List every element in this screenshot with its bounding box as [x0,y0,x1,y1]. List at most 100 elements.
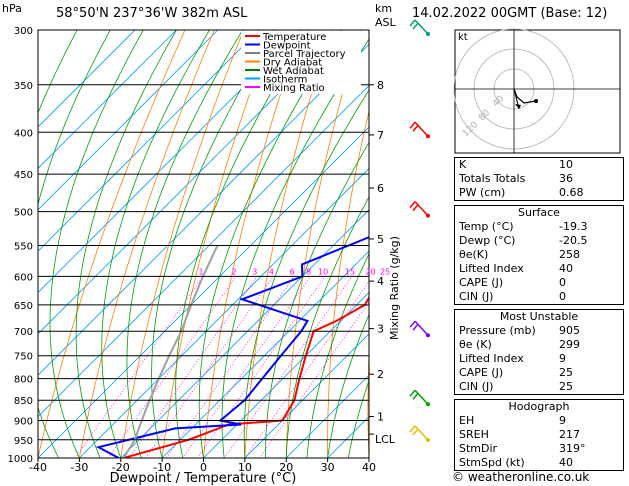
legend-label: Isotherm [263,75,307,86]
index-value: 0.68 [559,186,584,199]
mixing-ratio-tick-label: 20 [366,267,376,276]
index-row: Totals Totals 36 [455,172,623,186]
pressure-tick-label: 350 [14,81,33,92]
wind-barb [409,201,430,218]
dry-adiabat-line [161,30,274,458]
surface-row: Temp (°C) -19.3 [455,220,623,234]
x-axis-label: Dewpoint / Temperature (°C) [110,471,297,486]
pressure-tick-label: 550 [14,241,33,252]
wind-barb-flag [409,121,416,129]
mixing-ratio-line [165,276,295,458]
stats-table: K 10 Totals Totals 36 PW (cm) 0.68 Surface Te… [454,157,624,475]
unstable-value: 25 [559,380,573,393]
legend-label: Temperature [262,32,326,43]
surface-row: Dewp (°C) -20.5 [455,234,623,248]
wet-adiabat-line [151,30,277,458]
surface-label: CIN (J) [459,290,494,303]
wind-barb-flag [412,204,419,212]
isotherm-line [38,30,260,252]
mixing-ratio-line [128,276,258,458]
wet-adiabat-line [38,30,111,458]
x-tick-label: 10 [238,461,252,474]
index-value: 36 [559,172,573,185]
pressure-tick-label: 900 [14,417,33,428]
isotherm-line [285,374,369,458]
wind-barb-shaft [414,320,429,336]
isotherm-line [38,30,219,211]
unstable-label: Lifted Index [459,352,524,365]
wind-barb-dot [426,134,430,139]
wind-barb-shaft [414,121,429,137]
mixing-ratio-tick-label: 1 [198,267,203,276]
hodo-row: StmSpd (kt) 40 [455,456,623,470]
isotherm-line [38,30,177,169]
mixing-ratio-tick-label: 10 [318,267,328,276]
mixing-ratio-line [145,276,274,458]
wind-barb-flag [412,392,419,400]
index-label: Totals Totals [459,172,526,185]
dry-adiabat-line [407,30,449,458]
indices-box: K 10 Totals Totals 36 PW (cm) 0.68 [454,157,624,201]
mixing-ratio-line [244,280,369,458]
legend-label: Dry Adiabat [263,58,322,69]
wind-barb-flag [409,389,416,397]
wind-barb-flag [409,19,416,27]
series-parcel-trajectory [122,245,219,458]
surface-row: θe(K) 258 [455,248,623,262]
wind-barb-flag [409,320,416,328]
km-tick-label: 3 [377,323,384,336]
isotherm-line [38,30,136,128]
isotherm-line [244,333,369,458]
lcl-label: LCL [375,433,396,446]
km-tick-label: 5 [377,233,384,246]
mixing-ratio-line [223,276,353,458]
mixing-ratio-tick-label: 8 [306,267,311,276]
wind-barb-shaft [414,19,429,35]
x-tick-label: 40 [362,461,376,474]
x-tick-label: 0 [200,461,207,474]
surface-label: θe(K) [459,248,489,261]
mixing-ratio-tick-label: 15 [345,267,355,276]
unstable-value: 905 [559,324,580,337]
wet-adiabat-line [75,30,177,458]
pressure-tick-label: 850 [14,396,33,407]
x-tick-label: -30 [70,461,88,474]
isotherm-line [79,167,369,458]
x-tick-label: -10 [153,461,171,474]
index-label: PW (cm) [459,186,506,199]
surface-label: Dewp (°C) [459,234,516,247]
wind-barb [409,320,430,338]
unstable-label: CIN (J) [459,380,494,393]
date-title: 14.02.2022 00GMT (Base: 12) [412,6,608,21]
x-tick-label: 30 [321,461,335,474]
wind-barb-flag [409,201,416,209]
wind-barbs [409,19,430,443]
unstable-label: CAPE (J) [459,366,504,379]
km-tick-label: 1 [377,411,384,424]
mixing-ratio-line [108,276,237,458]
mixing-ratio-tick-label: 25 [380,267,390,276]
wind-barb-shaft [414,201,429,217]
storm-motion-arrowhead [515,104,521,109]
unstable-value: 9 [559,352,566,365]
legend-label: Wet Adiabat [263,66,324,77]
surface-label: Lifted Index [459,262,524,275]
pressure-tick-label: 950 [14,436,33,447]
pressure-tick-label: 650 [14,301,33,312]
credit-text: © weatheronline.co.uk [452,470,590,484]
hodo-row: EH 9 [455,414,623,428]
km-tick-label: 6 [377,182,384,195]
pressure-tick-label: 1000 [8,454,33,465]
hodo-value: 9 [559,414,566,427]
wet-adiabat-line [49,30,144,458]
unstable-title: Most Unstable [499,310,579,323]
pressure-tick-label: 400 [14,128,33,139]
unstable-value: 299 [559,338,580,351]
unstable-value: 25 [559,366,573,379]
unstable-box: Most Unstable Pressure (mb) 905 θe (K) 299 L… [454,309,624,395]
hodo-box: Hodograph EH 9 SREH 217 StmDir 319° StmSpd (kt… [454,399,624,471]
pressure-tick-label: 600 [14,272,33,283]
legend-label: Dewpoint [263,41,311,52]
